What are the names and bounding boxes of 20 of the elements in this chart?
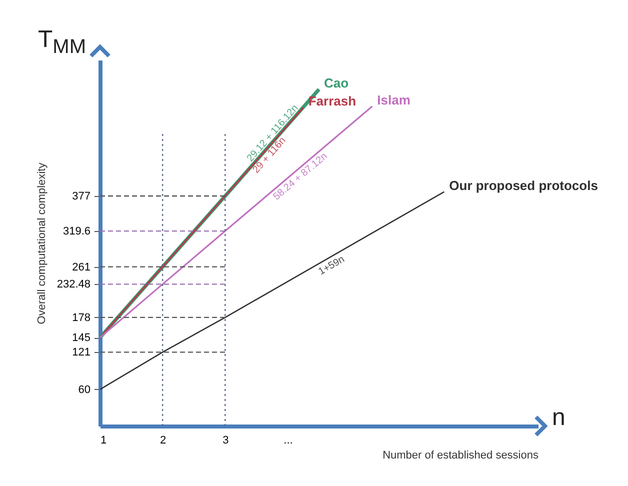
y-tick-label: 261 (72, 261, 90, 274)
x-tick-label: 2 (160, 434, 166, 446)
y-tick-label: 377 (72, 190, 90, 203)
series-label: Our proposed protocols (449, 178, 598, 193)
x-tick-label: ... (284, 434, 293, 446)
y-tick-label: 178 (72, 312, 90, 324)
y-tick-label: 60 (78, 384, 90, 396)
text: n (552, 404, 566, 432)
y-tick-label: 121 (72, 346, 90, 359)
y-tick-label: 232.48 (56, 278, 90, 291)
series-label: Islam (377, 92, 410, 108)
y-tick-label: 145 (72, 332, 90, 344)
x-tick-label: 1 (100, 434, 107, 446)
y-tick-label: 319.6 (62, 226, 90, 238)
x-tick-label: 3 (222, 434, 229, 446)
text: T$_{MM}$ (38, 26, 86, 59)
series-label: Farrash (308, 94, 356, 109)
series-label: Cao (324, 75, 349, 90)
y-axis-title: Overall computational complexity (36, 162, 48, 324)
x-axis-title: Number of established sessions (382, 450, 539, 462)
